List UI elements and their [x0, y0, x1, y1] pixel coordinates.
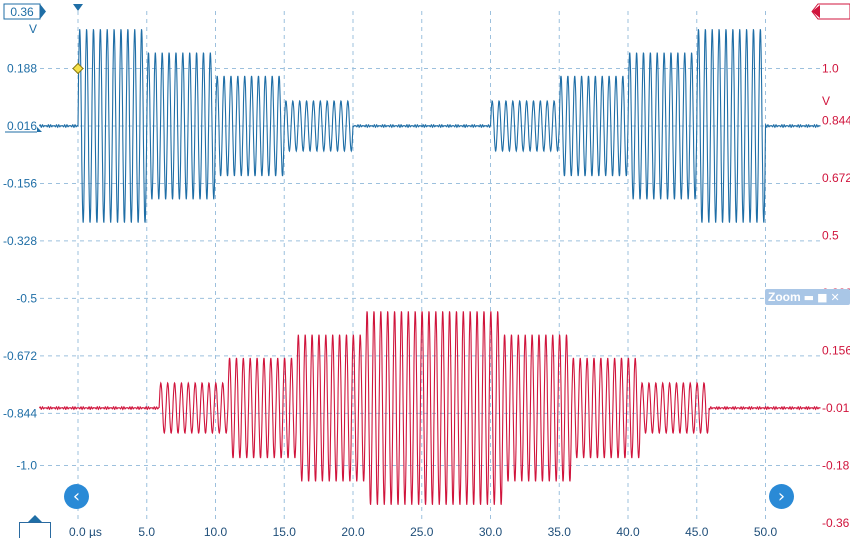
x-tick-label: 10.0	[204, 525, 228, 538]
series-channel-a	[38, 29, 821, 223]
right-tick-label: 0.844	[822, 114, 850, 128]
right-tick-label: 1.0	[822, 61, 839, 75]
scroll-left-button[interactable]: ‹	[64, 484, 89, 509]
zoom-panel[interactable]: Zoom ▬ ■ ✕	[765, 289, 850, 305]
zoom-label: Zoom	[768, 290, 801, 304]
baseline-arrow-icon	[37, 126, 42, 132]
left-tick-label: -0.328	[3, 234, 37, 248]
x-tick-label: 25.0	[410, 525, 434, 538]
left-tick-label: -0.672	[3, 349, 37, 363]
right-tick-label: -0.01	[822, 401, 850, 415]
right-range-arrow-icon	[812, 5, 820, 18]
zoom-restore-icon[interactable]: ▬	[803, 290, 815, 304]
left-tick-label: -1.0	[16, 459, 37, 473]
left-tick-label: -0.5	[16, 291, 37, 305]
left-axis: 0.188 0.016 -0.156 -0.328 -0.5 -0.672 -0.844 -1…	[3, 3, 46, 473]
ruler-handle[interactable]	[19, 522, 51, 538]
x-tick-label: 30.0	[479, 525, 503, 538]
x-tick-label: 0.0 µs	[69, 525, 102, 538]
trigger-time-marker-icon	[73, 4, 83, 11]
x-tick-label: 45.0	[685, 525, 709, 538]
range-arrow-icon	[40, 4, 46, 19]
x-tick-label: 5.0	[138, 525, 155, 538]
scroll-right-button[interactable]: ›	[769, 484, 794, 509]
right-tick-label: -0.36	[822, 516, 850, 530]
x-tick-label: 40.0	[616, 525, 640, 538]
x-tick-label: 20.0	[341, 525, 365, 538]
waveform-channel-a	[38, 29, 821, 223]
right-tick-label: 0.5	[822, 229, 839, 243]
right-axis: 1.00.8440.6720.50.3280.156-0.01-0.18-0.3…	[811, 3, 850, 530]
left-tick-label: 0.188	[7, 61, 37, 75]
left-tick-label: -0.844	[3, 406, 37, 420]
right-tick-label: 0.672	[822, 171, 850, 185]
right-range-box	[811, 3, 850, 20]
series-channel-b	[38, 311, 821, 505]
right-tick-label: 0.156	[822, 344, 850, 358]
trigger-marker-icon	[72, 62, 84, 75]
x-tick-label: 50.0	[754, 525, 778, 538]
x-tick-label: 15.0	[273, 525, 297, 538]
left-axis-unit: V	[29, 22, 37, 36]
right-axis-unit: V	[822, 94, 830, 108]
x-axis: 0.0 µs 5.0 10.0 15.0 20.0 25.0 30.0 35.0 40.0 45.…	[69, 525, 778, 538]
zoom-close-icon[interactable]: ✕	[830, 290, 840, 304]
x-tick-label: 35.0	[548, 525, 572, 538]
left-tick-label: 0.016	[7, 119, 37, 133]
chevron-right-icon: ›	[777, 485, 786, 507]
left-tick-label: -0.156	[3, 176, 37, 190]
waveform-channel-b	[38, 311, 821, 505]
ruler-arrow-icon	[28, 515, 42, 522]
zoom-maximize-icon[interactable]: ■	[817, 290, 828, 304]
right-tick-label: -0.18	[822, 459, 850, 473]
chevron-left-icon: ‹	[72, 485, 81, 507]
chart-decorations	[28, 4, 84, 522]
range-label: 0.36	[10, 5, 34, 19]
